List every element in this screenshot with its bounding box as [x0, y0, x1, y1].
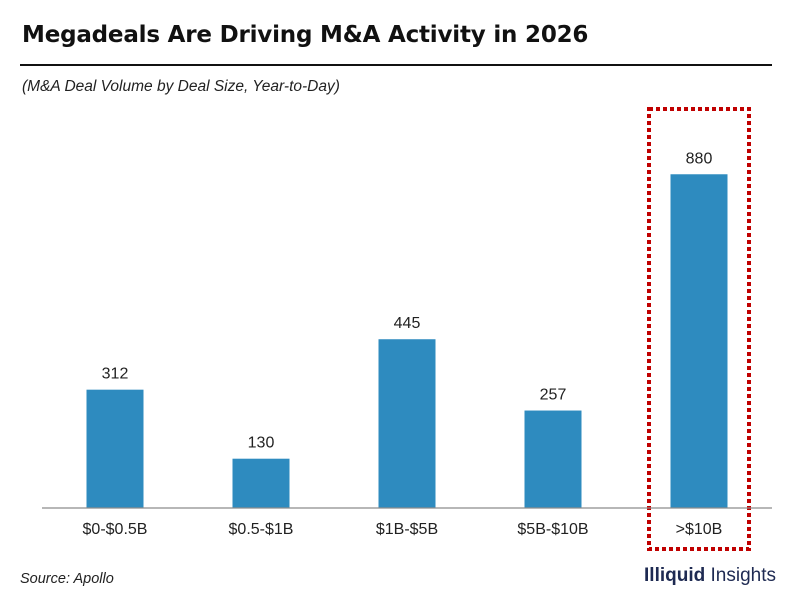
x-tick-label-0: $0-$0.5B — [83, 521, 148, 538]
x-tick-label-4: >$10B — [676, 521, 723, 538]
bar-1 — [232, 458, 290, 508]
x-tick-label-1: $0.5-$1B — [229, 521, 294, 538]
data-label-1: 130 — [248, 435, 275, 452]
bar-4 — [670, 174, 728, 508]
chart-subtitle: (M&A Deal Volume by Deal Size, Year-to-D… — [22, 78, 340, 95]
brand-bold-text: Illiquid — [644, 565, 706, 586]
data-label-0: 312 — [102, 366, 129, 383]
brand-logo: Illiquid Insights — [644, 565, 776, 587]
title-underline — [20, 64, 772, 66]
x-tick-label-2: $1B-$5B — [376, 521, 438, 538]
data-label-4: 880 — [686, 150, 713, 167]
x-tick-label-3: $5B-$10B — [517, 521, 588, 538]
highlight-box — [647, 107, 751, 551]
data-label-2: 445 — [394, 315, 421, 332]
bar-0 — [86, 389, 144, 508]
data-label-3: 257 — [540, 387, 567, 404]
source-note: Source: Apollo — [20, 571, 114, 587]
bar-2 — [378, 339, 436, 508]
chart-title: Megadeals Are Driving M&A Activity in 20… — [22, 22, 589, 48]
brand-regular-text: Insights — [705, 565, 777, 586]
bar-3 — [524, 410, 582, 508]
